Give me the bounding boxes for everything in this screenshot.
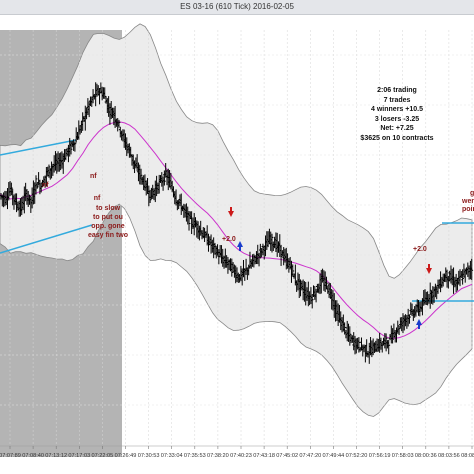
profit-label-b: +2.0 — [413, 246, 427, 253]
price-bar — [9, 182, 13, 196]
stats-line-winners: 4 winners +10.5 — [371, 106, 423, 114]
annotation-right-1: g — [470, 190, 474, 197]
x-tick-label: 07:56:19 — [369, 453, 391, 459]
x-tick-label: 07:26:49 — [115, 453, 137, 459]
window-title: ES 03-16 (610 Tick) 2016-02-05 — [0, 0, 474, 15]
x-tick-label: 08:08:09 — [461, 453, 474, 459]
price-bar — [387, 339, 391, 355]
x-axis-ticks: 07:07:89 07:08:40 07:13:12 07:17:03 07:22:05… — [0, 446, 474, 459]
annotation-right-3: poin — [462, 206, 474, 213]
price-chart[interactable]: nf nf nf to slow to put ou opp. gone eas… — [0, 15, 474, 474]
stats-line-trades: 7 trades — [383, 96, 411, 104]
x-tick-label: 07:22:05 — [92, 453, 114, 459]
x-tick-label: 07:52:20 — [346, 453, 368, 459]
price-bar — [187, 211, 191, 231]
x-tick-label: 07:40:23 — [230, 453, 252, 459]
price-bar — [270, 233, 274, 253]
price-bar — [291, 264, 295, 277]
x-tick-label: 07:33:04 — [161, 453, 183, 459]
x-tick-label: 07:47:20 — [299, 453, 321, 459]
x-tick-label: 07:07:89 — [0, 453, 21, 459]
x-tick-label: 08:00:36 — [415, 453, 437, 459]
price-bar — [117, 119, 121, 128]
x-tick-label: 07:13:12 — [45, 453, 67, 459]
annotation-right-2: wen — [461, 198, 474, 205]
price-bar — [148, 189, 152, 203]
chart-grid — [0, 30, 474, 446]
x-tick-label: 07:35:53 — [184, 453, 206, 459]
annotation-note-2: to put ou — [93, 214, 123, 221]
annotation-nf-3: nf — [94, 195, 101, 202]
annotation-note-4: easy fin two — [88, 232, 128, 239]
price-bar — [35, 182, 39, 189]
buy-arrow-icon — [237, 241, 243, 251]
x-tick-label: 07:30:53 — [138, 453, 160, 459]
trade-markers — [228, 207, 432, 329]
trend-line-lower — [0, 224, 93, 254]
trade-stats: 2:06 trading 7 trades 4 winners +10.5 3 … — [352, 86, 442, 144]
price-bar — [461, 269, 465, 285]
stats-line-net: Net: +7.25 — [380, 125, 414, 133]
price-bar — [397, 325, 401, 335]
x-tick-label: 07:08:40 — [22, 453, 44, 459]
sell-arrow-icon — [228, 207, 234, 217]
x-tick-label: 07:43:18 — [253, 453, 275, 459]
sell-arrow-icon — [426, 264, 432, 274]
price-bar — [470, 258, 474, 280]
price-bar — [348, 326, 352, 346]
x-tick-label: 07:58:03 — [392, 453, 414, 459]
annotation-note-1: to slow — [96, 205, 121, 212]
trend-line-upper — [0, 139, 77, 156]
profit-label-a: +2.0 — [222, 236, 236, 243]
stats-line-losers: 3 losers -3.25 — [374, 115, 420, 123]
x-tick-label: 07:38:20 — [207, 453, 229, 459]
stats-line-time: 2:06 trading — [377, 87, 417, 94]
price-bar — [391, 328, 395, 344]
price-bar — [213, 242, 217, 255]
x-tick-label: 08:03:56 — [438, 453, 460, 459]
price-bar — [310, 294, 314, 309]
buy-arrow-icon — [416, 319, 422, 329]
annotation-nf-1: nf — [42, 182, 49, 189]
stats-line-dollars: $3625 on 10 contracts — [360, 134, 434, 142]
price-bars — [0, 82, 474, 364]
price-bar — [325, 276, 328, 290]
x-tick-label: 07:45:02 — [276, 453, 298, 459]
price-bar — [139, 168, 143, 185]
x-tick-label: 07:17:03 — [68, 453, 90, 459]
moving-average-line — [0, 121, 473, 339]
x-tick-label: 07:49:44 — [323, 453, 345, 459]
price-bar — [396, 320, 400, 334]
price-bar — [408, 314, 411, 324]
price-bar — [73, 141, 77, 152]
price-bar — [230, 258, 234, 277]
annotation-nf-2: nf — [90, 173, 97, 180]
price-bar — [47, 164, 51, 178]
price-bar — [162, 170, 166, 186]
price-bar — [428, 282, 432, 309]
annotation-note-3: opp. gone — [91, 223, 125, 230]
